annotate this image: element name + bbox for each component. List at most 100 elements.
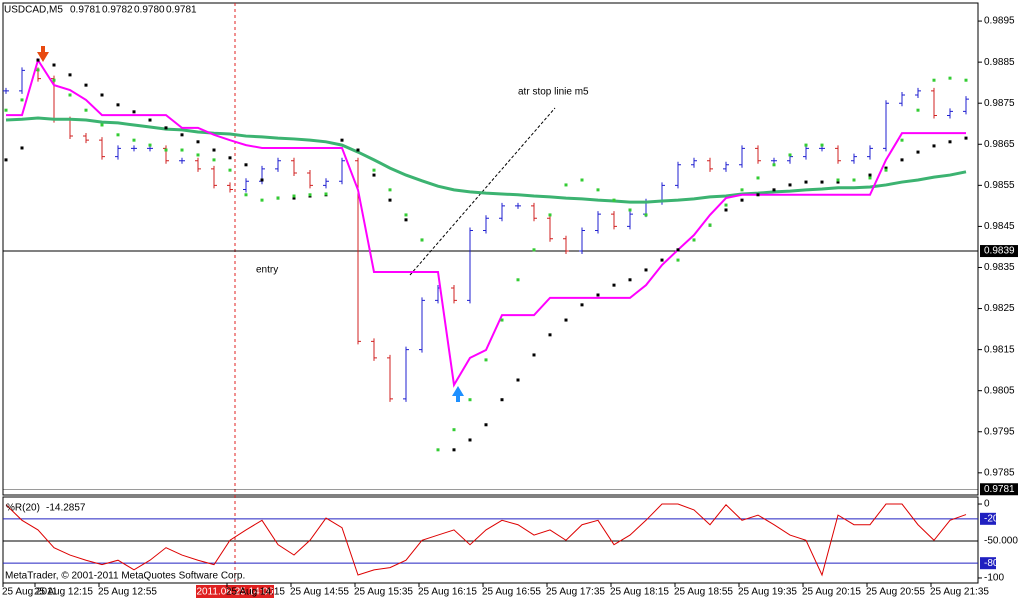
stop-dot: [532, 353, 536, 357]
price-bar: [851, 153, 857, 164]
osc-tick-label: -50.0000: [984, 536, 1018, 547]
trend-label: atr stop linie m5: [518, 87, 589, 98]
x-tick-label: 25 Aug 14:55: [290, 587, 349, 598]
stop-dot: [452, 448, 456, 452]
stop-dot: [196, 153, 200, 157]
stop-dot: [804, 180, 808, 184]
y-tick-label: 0.9785: [984, 467, 1015, 478]
osc-tick-label: 0: [984, 499, 990, 510]
indicator-title: %R(20): [6, 503, 40, 514]
x-tick-label: 25 Aug 18:15: [610, 587, 669, 598]
cursor-time-box: [196, 585, 274, 598]
stop-dot: [932, 144, 936, 148]
stop-dot: [420, 238, 424, 242]
stop-dot: [804, 143, 808, 147]
x-tick-label: 25 Aug 18:55: [674, 587, 733, 598]
stop-dot: [260, 198, 264, 202]
stop-dot: [484, 423, 488, 427]
y-tick-label: 0.9865: [984, 139, 1015, 150]
stop-dot: [388, 188, 392, 192]
stop-dot: [52, 63, 56, 67]
stop-dot: [148, 118, 152, 122]
stop-dot: [68, 93, 72, 97]
stop-dot: [836, 178, 840, 182]
price-bar: [931, 87, 937, 119]
price-bar: [483, 215, 489, 234]
y-tick-label: 0.9835: [984, 262, 1015, 273]
price-bar: [339, 157, 345, 185]
stop-dot: [228, 156, 232, 160]
price-bar: [419, 297, 425, 353]
price-bar: [499, 202, 505, 222]
price-bar: [883, 100, 889, 152]
stop-dot: [4, 158, 8, 162]
stop-dot: [692, 238, 696, 242]
stop-dot: [564, 183, 568, 187]
stop-dot: [564, 318, 568, 322]
stop-dot: [964, 78, 968, 82]
low-price: 0.9780: [134, 5, 165, 16]
stop-dot: [964, 136, 968, 140]
price-bar: [323, 178, 329, 189]
price-bar: [675, 161, 681, 189]
high-price: 0.9782: [102, 5, 133, 16]
stop-dot: [276, 196, 280, 200]
stop-dot: [596, 293, 600, 297]
y-tick-label: 0.9805: [984, 385, 1015, 396]
price-bar: [451, 285, 457, 304]
price-bar: [371, 338, 377, 361]
stop-dot: [916, 108, 920, 112]
price-bar: [291, 157, 297, 177]
stop-dot: [292, 194, 296, 198]
price-bar: [211, 165, 217, 189]
price-bar: [947, 108, 953, 119]
stop-dot: [788, 153, 792, 157]
stop-dot: [260, 178, 264, 182]
stop-dot: [468, 398, 472, 402]
y-tick-label: 0.9885: [984, 57, 1015, 68]
price-bar: [547, 215, 553, 242]
stop-dot: [772, 163, 776, 167]
price-bar: [563, 235, 569, 255]
stop-dot: [100, 123, 104, 127]
stop-dot: [36, 58, 40, 62]
stop-dot: [548, 213, 552, 217]
stop-dot: [468, 438, 472, 442]
stop-dot: [884, 168, 888, 172]
price-bar: [803, 145, 809, 160]
stop-dot: [228, 168, 232, 172]
price-bar: [707, 157, 713, 172]
y-tick-label: 0.9855: [984, 180, 1015, 191]
stop-dot: [532, 248, 536, 252]
price-bar: [723, 161, 729, 172]
price-bar: [771, 157, 777, 164]
price-bar: [531, 202, 537, 222]
stop-dot: [628, 208, 632, 212]
stop-dot: [180, 133, 184, 137]
stop-dot: [820, 143, 824, 147]
price-bar: [307, 170, 313, 189]
stop-dot: [452, 428, 456, 432]
price-bar: [227, 182, 233, 193]
x-tick-label: 25 Aug 20:15: [802, 587, 861, 598]
buy-arrow: [452, 386, 464, 402]
x-tick-label: 25 Aug 17:35: [546, 587, 605, 598]
stop-dot: [340, 138, 344, 142]
stop-dot: [196, 140, 200, 144]
stop-dot: [164, 148, 168, 152]
stop-dot: [612, 283, 616, 287]
osc-tick-label: -100: [984, 573, 1004, 584]
stop-dot: [164, 126, 168, 130]
price-bar: [195, 157, 201, 172]
stop-dot: [244, 193, 248, 197]
price-bar: [19, 67, 25, 94]
stop-dot: [612, 198, 616, 202]
stop-dot: [436, 448, 440, 452]
stop-dot: [660, 258, 664, 262]
stop-dot: [596, 188, 600, 192]
price-bar: [243, 178, 249, 193]
price-bar: [835, 145, 841, 164]
price-bar: [179, 157, 185, 164]
